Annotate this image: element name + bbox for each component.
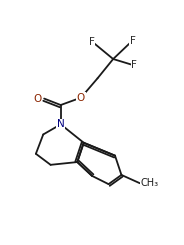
Text: F: F (130, 36, 135, 46)
Text: N: N (57, 119, 65, 129)
Text: F: F (131, 61, 137, 71)
Text: O: O (34, 94, 42, 104)
Text: CH₃: CH₃ (141, 178, 159, 188)
Text: O: O (77, 93, 85, 103)
Text: F: F (89, 37, 95, 47)
